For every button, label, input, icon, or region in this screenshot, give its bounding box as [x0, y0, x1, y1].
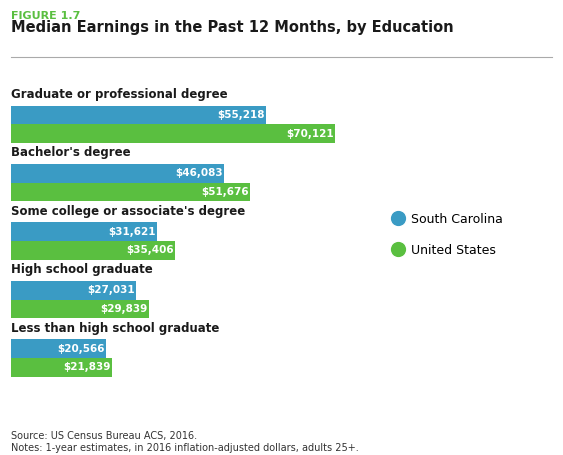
- Bar: [11, 339, 106, 358]
- Text: High school graduate: High school graduate: [11, 263, 153, 276]
- Text: $70,121: $70,121: [286, 129, 334, 139]
- Text: $27,031: $27,031: [87, 285, 135, 295]
- Bar: [11, 241, 175, 260]
- Text: $20,566: $20,566: [57, 344, 105, 354]
- Text: Less than high school graduate: Less than high school graduate: [11, 322, 220, 334]
- Bar: [11, 358, 112, 377]
- Text: Median Earnings in the Past 12 Months, by Education: Median Earnings in the Past 12 Months, b…: [11, 20, 454, 35]
- Text: Bachelor's degree: Bachelor's degree: [11, 147, 131, 159]
- Legend: South Carolina, United States: South Carolina, United States: [392, 213, 503, 257]
- Text: $55,218: $55,218: [217, 110, 265, 120]
- Bar: [11, 106, 266, 124]
- Text: Graduate or professional degree: Graduate or professional degree: [11, 88, 228, 101]
- Text: FIGURE 1.7: FIGURE 1.7: [11, 11, 81, 21]
- Text: $51,676: $51,676: [201, 187, 249, 197]
- Text: $35,406: $35,406: [126, 246, 173, 256]
- Bar: [11, 124, 335, 143]
- Text: Some college or associate's degree: Some college or associate's degree: [11, 205, 245, 218]
- Text: $46,083: $46,083: [175, 168, 223, 178]
- Bar: [11, 299, 149, 318]
- Bar: [11, 222, 157, 241]
- Text: $31,621: $31,621: [109, 227, 156, 237]
- Text: Source: US Census Bureau ACS, 2016.
Notes: 1-year estimates, in 2016 inflation-a: Source: US Census Bureau ACS, 2016. Note…: [11, 431, 359, 453]
- Bar: [11, 164, 224, 183]
- Bar: [11, 281, 136, 299]
- Bar: [11, 183, 250, 202]
- Text: $21,839: $21,839: [64, 362, 111, 372]
- Text: $29,839: $29,839: [100, 304, 148, 314]
